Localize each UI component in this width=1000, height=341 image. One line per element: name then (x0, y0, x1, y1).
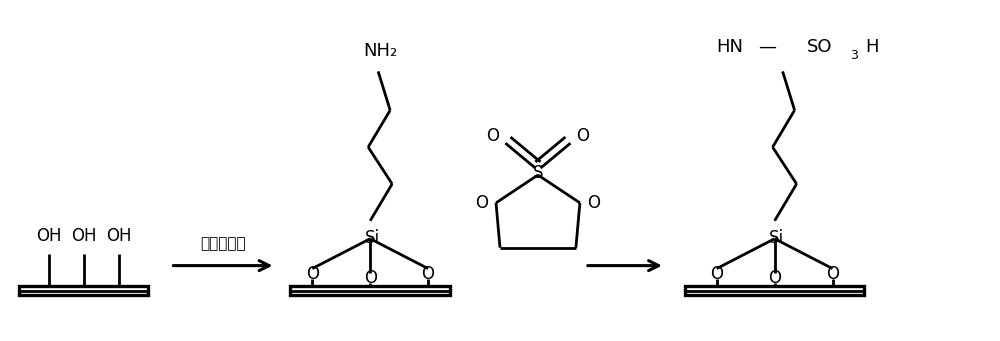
Text: OH: OH (36, 227, 61, 245)
FancyBboxPatch shape (685, 285, 864, 296)
Text: H: H (866, 38, 879, 56)
Text: O: O (487, 127, 500, 145)
Text: O: O (576, 127, 589, 145)
Text: OH: OH (106, 227, 131, 245)
Text: SO: SO (807, 38, 832, 56)
Text: 硅烷偶联剂: 硅烷偶联剂 (200, 236, 246, 251)
Text: O: O (476, 194, 489, 212)
Text: HN: HN (716, 38, 743, 56)
Text: Si: Si (365, 229, 380, 247)
Text: O: O (826, 265, 839, 283)
Text: O: O (306, 265, 319, 283)
Text: O: O (710, 265, 723, 283)
Text: NH₂: NH₂ (363, 43, 397, 60)
Text: O: O (587, 194, 600, 212)
Text: 3: 3 (851, 49, 858, 62)
FancyBboxPatch shape (290, 285, 450, 296)
Text: O: O (422, 265, 435, 283)
Text: O: O (768, 269, 781, 286)
Text: O: O (364, 269, 377, 286)
Text: Si: Si (769, 229, 784, 247)
Text: S: S (533, 164, 543, 182)
Text: —: — (758, 38, 776, 56)
FancyBboxPatch shape (19, 285, 148, 296)
Text: OH: OH (71, 227, 96, 245)
